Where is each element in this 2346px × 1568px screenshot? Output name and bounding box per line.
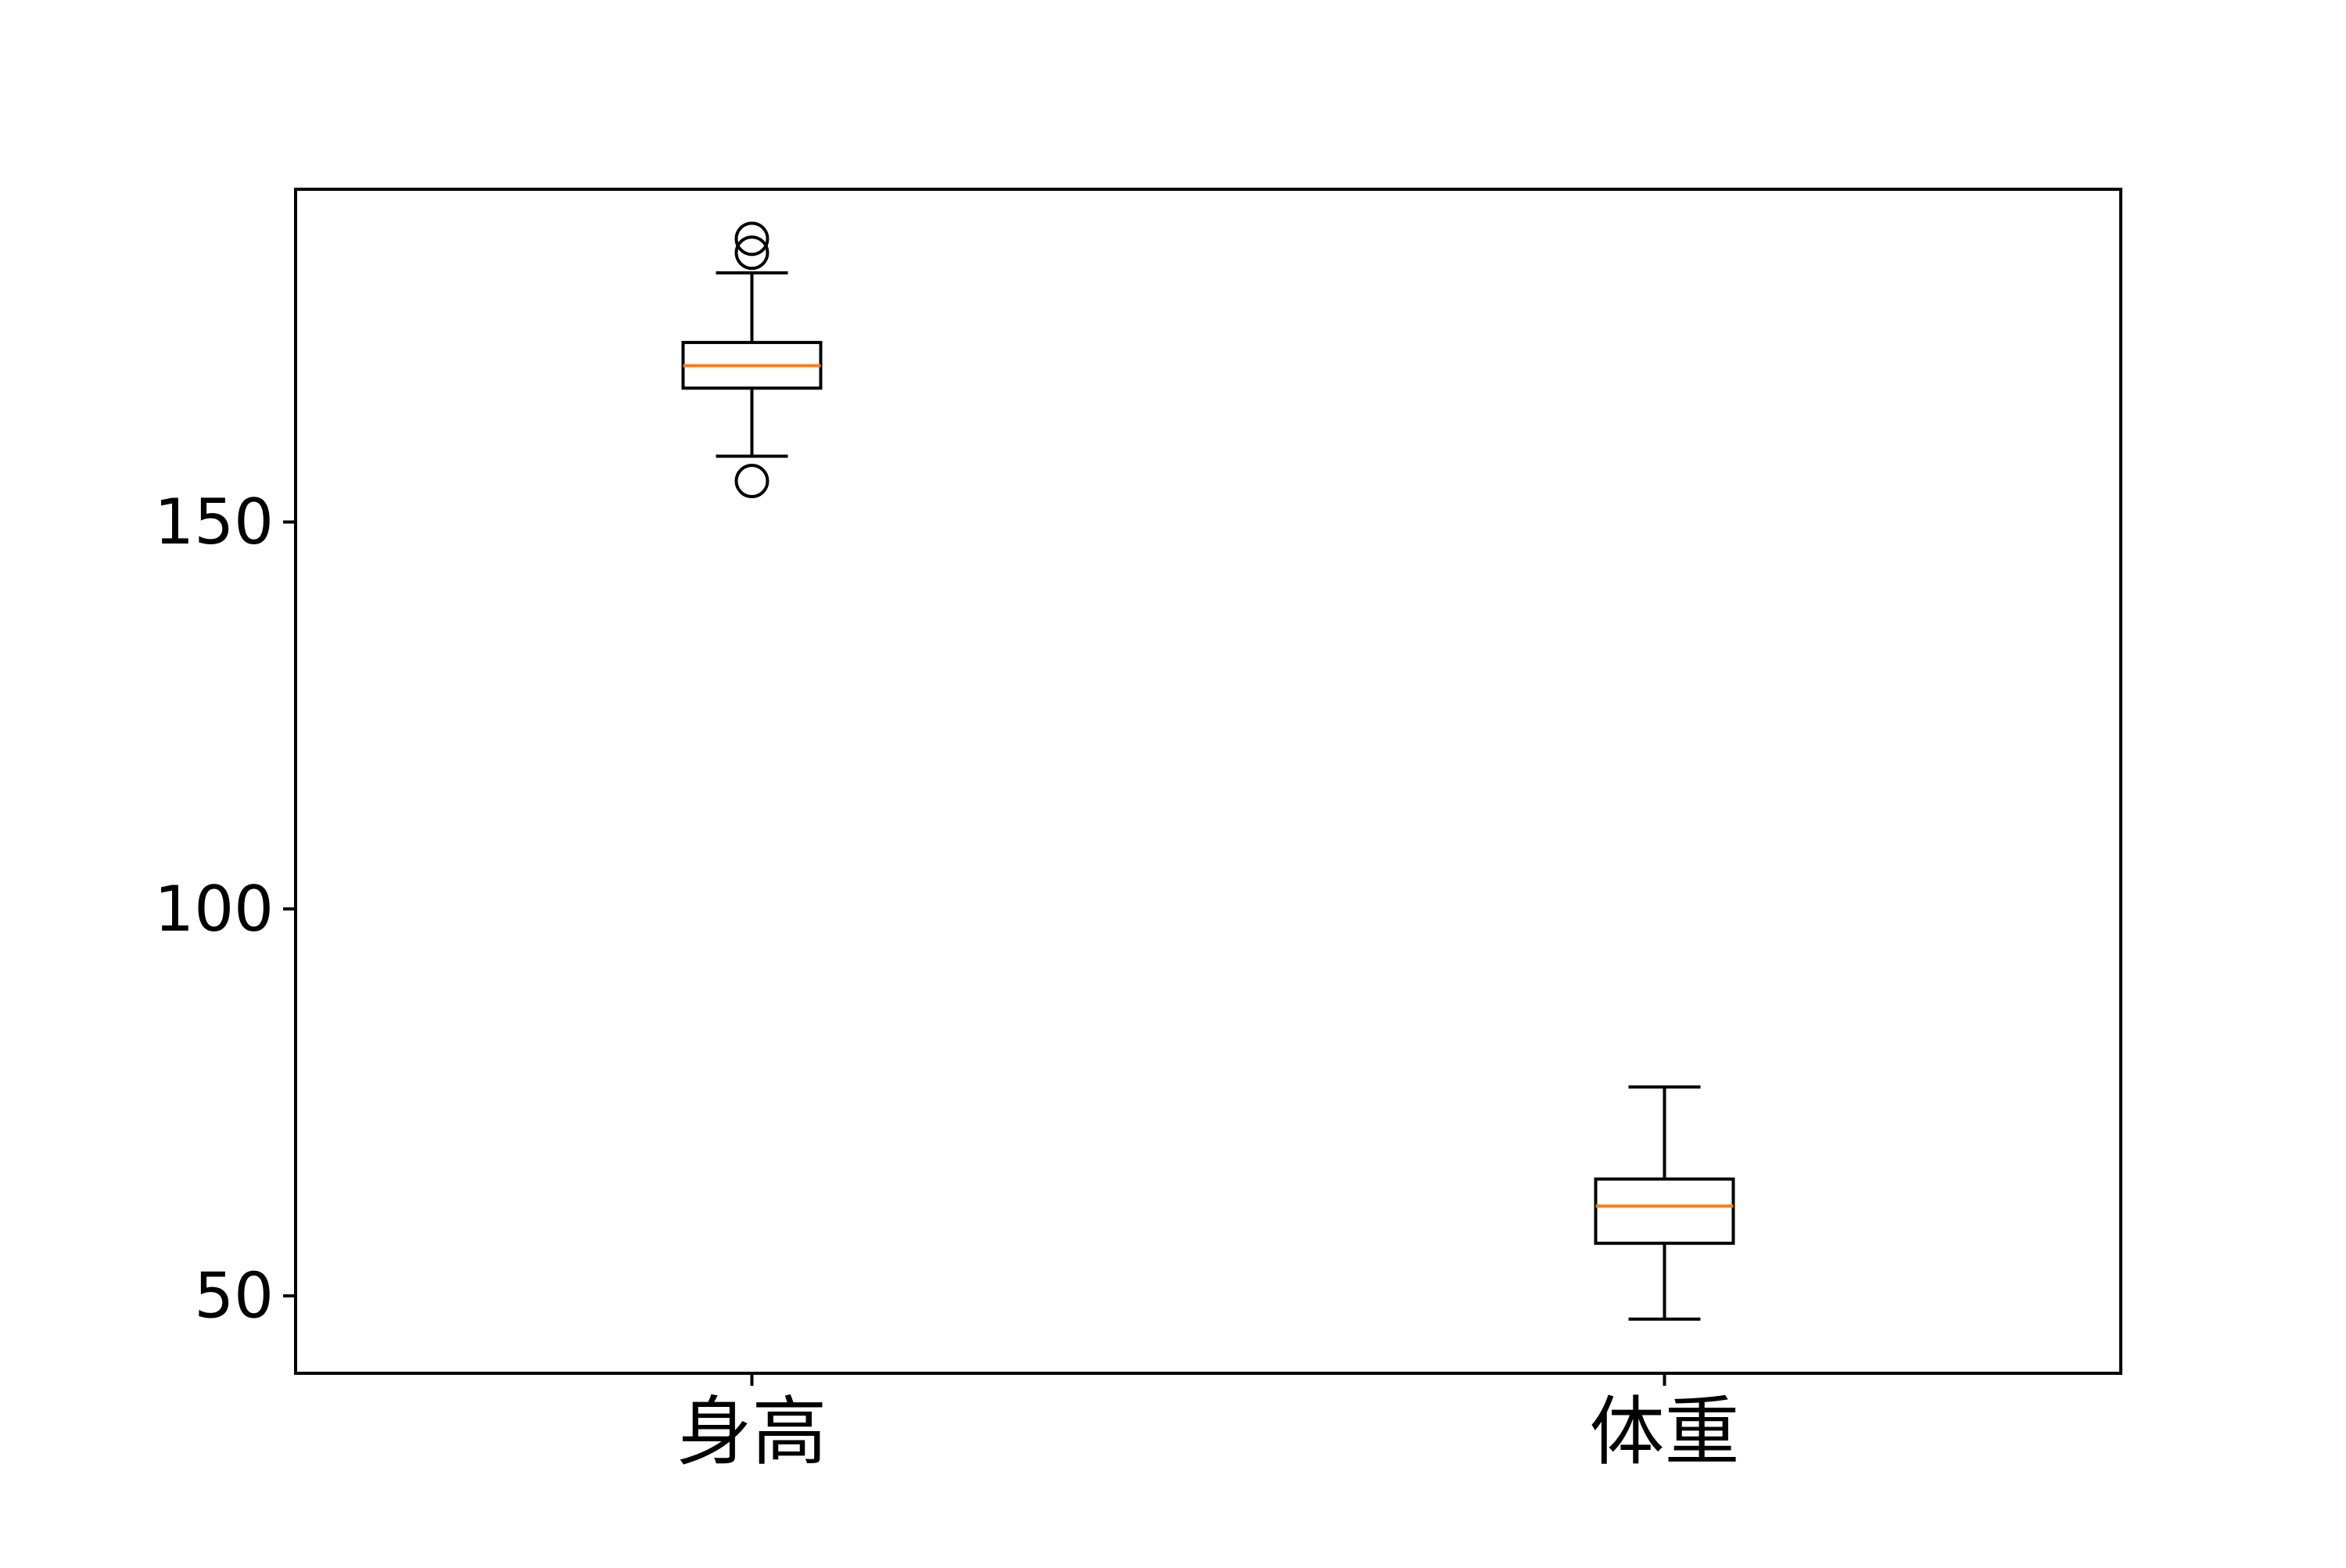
outlier-point	[734, 235, 769, 271]
x-tick-label: 身高	[677, 1388, 827, 1476]
plot-area	[681, 221, 1735, 1321]
outlier-point	[734, 464, 769, 499]
box-iqr	[1594, 1177, 1735, 1245]
axes-frame	[294, 188, 2122, 1375]
y-tick-label: 150	[154, 486, 274, 558]
box-group-1	[681, 221, 823, 499]
box-group-2	[1594, 1085, 1735, 1321]
outlier-point	[734, 221, 769, 257]
axes: 50 100 150 身高 体重	[154, 188, 2122, 1476]
y-tick-label: 50	[194, 1260, 274, 1333]
x-tick-label: 体重	[1590, 1388, 1740, 1476]
y-tick-label: 100	[154, 873, 274, 945]
